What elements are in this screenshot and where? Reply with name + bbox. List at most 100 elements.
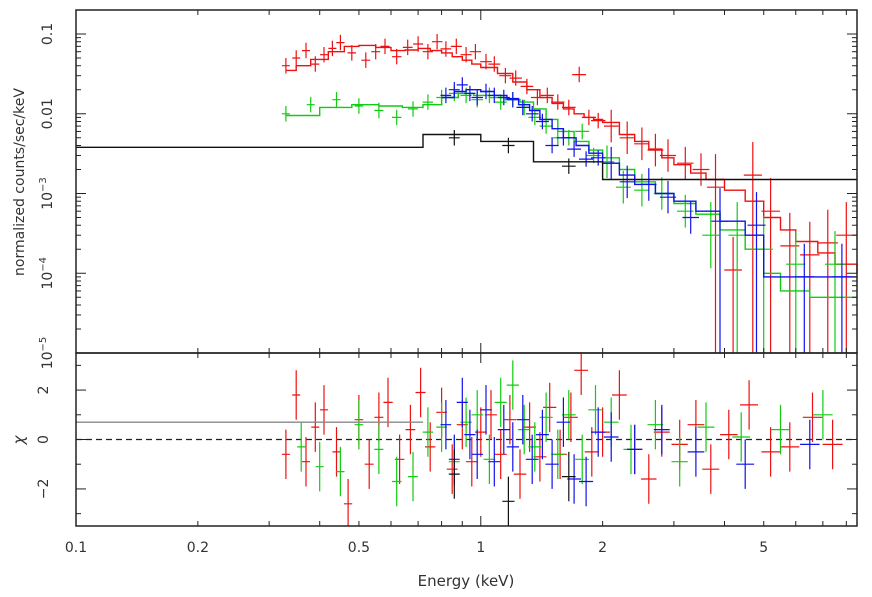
green-residual-point bbox=[813, 390, 833, 440]
red-residual-point bbox=[364, 439, 374, 489]
x-tick-label: 1 bbox=[476, 540, 485, 556]
green-residual-point bbox=[771, 404, 790, 455]
residual-series-green bbox=[297, 360, 833, 507]
y-tick-label: 0.01 bbox=[40, 98, 56, 129]
red-residual-point bbox=[332, 427, 341, 477]
red-data-point bbox=[361, 52, 371, 68]
black-residual-point bbox=[562, 451, 576, 502]
red-data-point bbox=[431, 34, 443, 50]
blue-data-point bbox=[603, 146, 619, 180]
blue-data-point bbox=[480, 83, 492, 100]
red-data-point bbox=[603, 109, 619, 143]
red-residual-point bbox=[761, 427, 780, 477]
residual-data-layer bbox=[76, 353, 857, 526]
blue-residual-point bbox=[800, 419, 820, 470]
red-data-point bbox=[311, 56, 320, 72]
red-residual-point bbox=[702, 444, 720, 494]
red-data-point bbox=[531, 89, 544, 106]
red-residual-point bbox=[425, 422, 436, 472]
red-data-point bbox=[371, 44, 381, 60]
red-data-point bbox=[562, 99, 576, 116]
series-red bbox=[281, 34, 858, 353]
black-model-line bbox=[76, 133, 857, 181]
red-residual-point bbox=[292, 370, 301, 420]
blue-data-point bbox=[456, 77, 468, 93]
blue-residual-point bbox=[556, 397, 571, 447]
blue-residual-point bbox=[653, 404, 670, 455]
red-data-point bbox=[581, 109, 596, 126]
red-data-point bbox=[509, 70, 522, 86]
blue-data-point bbox=[545, 137, 559, 154]
red-residual-point bbox=[822, 419, 843, 470]
blue-residual-point bbox=[687, 427, 705, 477]
green-data-point bbox=[374, 102, 384, 119]
x-axis-label: Energy (keV) bbox=[418, 572, 515, 590]
red-residual-point bbox=[574, 353, 589, 395]
y-tick-label: 10−5 bbox=[38, 337, 56, 370]
red-residual-point bbox=[446, 444, 458, 494]
blue-data-point bbox=[464, 85, 476, 102]
green-residual-point bbox=[408, 451, 418, 502]
red-data-point bbox=[520, 78, 534, 95]
red-residual-point bbox=[584, 427, 599, 477]
red-residual-point bbox=[320, 385, 328, 435]
green-residual-point bbox=[315, 442, 324, 492]
x-tick-label: 0.1 bbox=[65, 540, 87, 556]
green-data-point bbox=[615, 170, 631, 204]
black-residual-point bbox=[502, 476, 515, 526]
green-data-point bbox=[422, 94, 433, 110]
red-data-point bbox=[619, 121, 635, 154]
green-residual-point bbox=[528, 422, 542, 472]
red-residual-point bbox=[513, 449, 527, 499]
red-residual-point bbox=[383, 377, 393, 428]
red-residual-point bbox=[494, 429, 507, 479]
series-blue bbox=[440, 77, 857, 353]
green-residual-point bbox=[336, 446, 345, 497]
red-residual-point bbox=[503, 395, 516, 445]
red-data-point bbox=[761, 178, 780, 353]
red-residual-point bbox=[720, 409, 738, 460]
red-data-point bbox=[480, 53, 492, 70]
blue-data-point bbox=[516, 99, 530, 116]
residual-series-black bbox=[448, 449, 576, 526]
x-tick-labels: 0.1 0.2 0.5 1 2 5 bbox=[65, 540, 768, 556]
blue-data-point bbox=[711, 188, 729, 353]
red-data-point bbox=[540, 87, 554, 104]
red-residual-point bbox=[802, 392, 823, 442]
blue-residual-point bbox=[591, 407, 606, 457]
blue-data-point bbox=[556, 130, 571, 146]
red-data-point bbox=[336, 34, 345, 51]
red-data-point bbox=[302, 42, 310, 59]
green-residual-point bbox=[506, 360, 519, 410]
blue-residual-point bbox=[603, 412, 619, 462]
red-data-point bbox=[677, 146, 694, 180]
y-tick-label: 10−4 bbox=[38, 257, 56, 290]
red-data-point bbox=[380, 38, 390, 55]
red-residual-point bbox=[485, 390, 497, 440]
red-data-point bbox=[551, 94, 565, 110]
blue-data-point bbox=[525, 106, 539, 122]
x-tick-label: 2 bbox=[598, 540, 607, 556]
blue-data-point bbox=[579, 151, 594, 167]
green-residual-point bbox=[494, 377, 507, 428]
residual-y-tick-label: 0 bbox=[36, 435, 52, 444]
red-residual-point bbox=[523, 402, 536, 452]
green-residual-point bbox=[671, 437, 688, 487]
blue-residual-point bbox=[456, 377, 468, 428]
blue-data-point bbox=[506, 92, 519, 108]
red-data-point bbox=[647, 133, 664, 167]
red-residual-point bbox=[405, 404, 416, 455]
blue-residual-point bbox=[579, 456, 594, 507]
red-model-line bbox=[285, 44, 858, 274]
residual-y-tick-label: 2 bbox=[36, 386, 52, 395]
blue-data-point bbox=[831, 243, 852, 353]
blue-data-point bbox=[619, 165, 635, 199]
red-residual-point bbox=[466, 437, 478, 487]
blue-data-point bbox=[794, 243, 814, 353]
red-data-point bbox=[800, 221, 820, 353]
blue-data-point bbox=[497, 89, 510, 106]
red-residual-point bbox=[311, 402, 320, 452]
spectrum-data-layer bbox=[76, 34, 858, 353]
blue-data-point bbox=[448, 82, 460, 98]
